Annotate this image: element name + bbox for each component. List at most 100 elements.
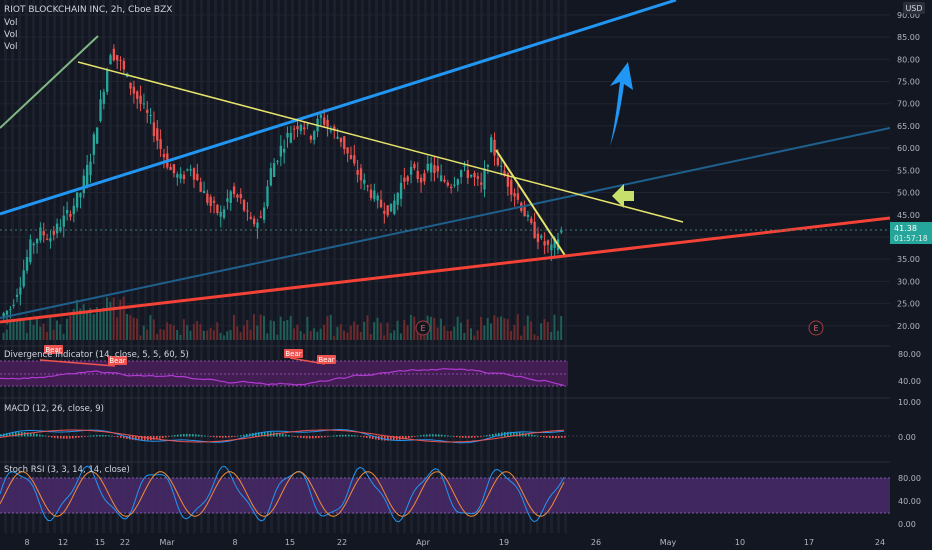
session-stripe xyxy=(74,0,77,533)
candle-body xyxy=(75,192,79,208)
candle-body xyxy=(443,179,446,182)
volume-bar xyxy=(289,315,292,340)
time-tick-label: 19 xyxy=(499,538,509,547)
volume-bar xyxy=(99,308,102,340)
macd-histogram-bar xyxy=(312,436,314,439)
time-tick-label: May xyxy=(660,538,677,547)
channel-top-line[interactable] xyxy=(0,0,677,216)
volume-bar xyxy=(166,322,169,340)
candle-body xyxy=(439,175,443,181)
candle-body xyxy=(506,173,510,187)
candle-body xyxy=(12,304,15,306)
volume-bar xyxy=(216,322,219,340)
macd-histogram-bar xyxy=(186,433,188,437)
volume-bar xyxy=(52,329,55,340)
time-axis[interactable] xyxy=(0,533,890,550)
candle-body xyxy=(92,134,95,155)
candle-body xyxy=(283,148,286,153)
macd-histogram-bar xyxy=(39,434,41,437)
volume-bar xyxy=(523,325,526,340)
legend-vol-1[interactable]: Vol xyxy=(4,18,17,28)
bear-label: Bear xyxy=(317,355,336,364)
svg-text:01:57:18: 01:57:18 xyxy=(894,234,928,243)
stoch-title: Stoch RSI (3, 3, 14, 14, close) xyxy=(4,465,130,475)
candle-body xyxy=(59,227,62,232)
candle-body xyxy=(543,241,546,246)
earnings-marker[interactable]: E xyxy=(415,320,431,336)
macd-histogram-bar xyxy=(549,436,551,438)
macd-histogram-bar xyxy=(246,434,248,437)
volume-bar xyxy=(102,307,105,340)
candle-body xyxy=(319,114,323,118)
volume-bar xyxy=(323,324,326,340)
legend-vol-2[interactable]: Vol xyxy=(4,30,17,40)
macd-histogram-bar xyxy=(123,436,125,439)
macd-histogram-bar xyxy=(426,434,428,437)
candle-body xyxy=(219,211,222,217)
macd-histogram-bar xyxy=(441,434,443,437)
macd-histogram-bar xyxy=(294,436,296,437)
volume-bar xyxy=(109,301,112,340)
macd-histogram-bar xyxy=(534,435,536,437)
resistance-line[interactable] xyxy=(77,61,684,223)
volume-bars xyxy=(2,296,563,340)
session-stripe xyxy=(200,0,203,533)
price-tick-label: 65.00 xyxy=(897,122,920,131)
short-resistance-line[interactable] xyxy=(495,149,567,258)
session-stripe xyxy=(438,0,441,533)
candle-body xyxy=(393,200,396,214)
macd-histogram-bar xyxy=(171,435,173,437)
macd-histogram-bar xyxy=(288,435,290,437)
macd-histogram-bar xyxy=(330,435,332,437)
volume-bar xyxy=(403,319,406,340)
price-axis[interactable] xyxy=(890,0,932,550)
left-arrow-icon[interactable] xyxy=(612,184,634,208)
candle-body xyxy=(279,145,282,157)
volume-bar xyxy=(239,332,242,340)
volume-bar xyxy=(309,331,312,340)
candle-body xyxy=(9,309,12,311)
candle-body xyxy=(15,294,19,297)
volume-bar xyxy=(453,326,456,340)
candle-body xyxy=(85,164,89,186)
candle-body xyxy=(242,199,246,211)
volume-bar xyxy=(490,323,493,340)
volume-bar xyxy=(142,325,145,340)
candle-body xyxy=(299,124,303,131)
green-trendline[interactable] xyxy=(0,35,99,129)
legend-vol-3[interactable]: Vol xyxy=(4,42,17,52)
macd-histogram-bar xyxy=(213,436,215,438)
macd-histogram-bar xyxy=(423,434,425,437)
volume-bar xyxy=(79,308,82,340)
volume-bar xyxy=(493,315,496,340)
candle-body xyxy=(96,127,99,144)
candle-body xyxy=(222,209,226,218)
macd-histogram-bar xyxy=(405,436,407,439)
candle-body xyxy=(199,181,202,192)
session-stripe xyxy=(452,0,455,533)
macd-histogram-bar xyxy=(429,434,431,437)
session-stripe xyxy=(396,0,399,533)
volume-bar xyxy=(192,324,195,340)
volume-bar xyxy=(176,329,179,340)
macd-histogram-bar xyxy=(285,434,287,437)
up-arrow-icon[interactable] xyxy=(610,62,633,146)
channel-bottom-line[interactable] xyxy=(0,127,891,319)
macd-histogram-bar xyxy=(525,433,527,437)
candle-body xyxy=(546,240,550,245)
candle-body xyxy=(339,137,343,143)
volume-bar xyxy=(543,319,546,340)
earnings-marker[interactable]: E xyxy=(808,320,824,336)
bear-label: Bear xyxy=(284,349,303,358)
session-stripe xyxy=(501,0,504,533)
support-line[interactable] xyxy=(0,216,891,324)
price-tick-label: 25.00 xyxy=(897,300,920,309)
macd-histogram-bar xyxy=(240,435,242,437)
macd-histogram-bar xyxy=(300,436,302,438)
volume-bar xyxy=(383,335,386,340)
currency-box[interactable] xyxy=(903,2,925,14)
candle-body xyxy=(226,198,229,202)
candle-body xyxy=(106,70,109,92)
macd-histogram-bar xyxy=(318,436,320,438)
